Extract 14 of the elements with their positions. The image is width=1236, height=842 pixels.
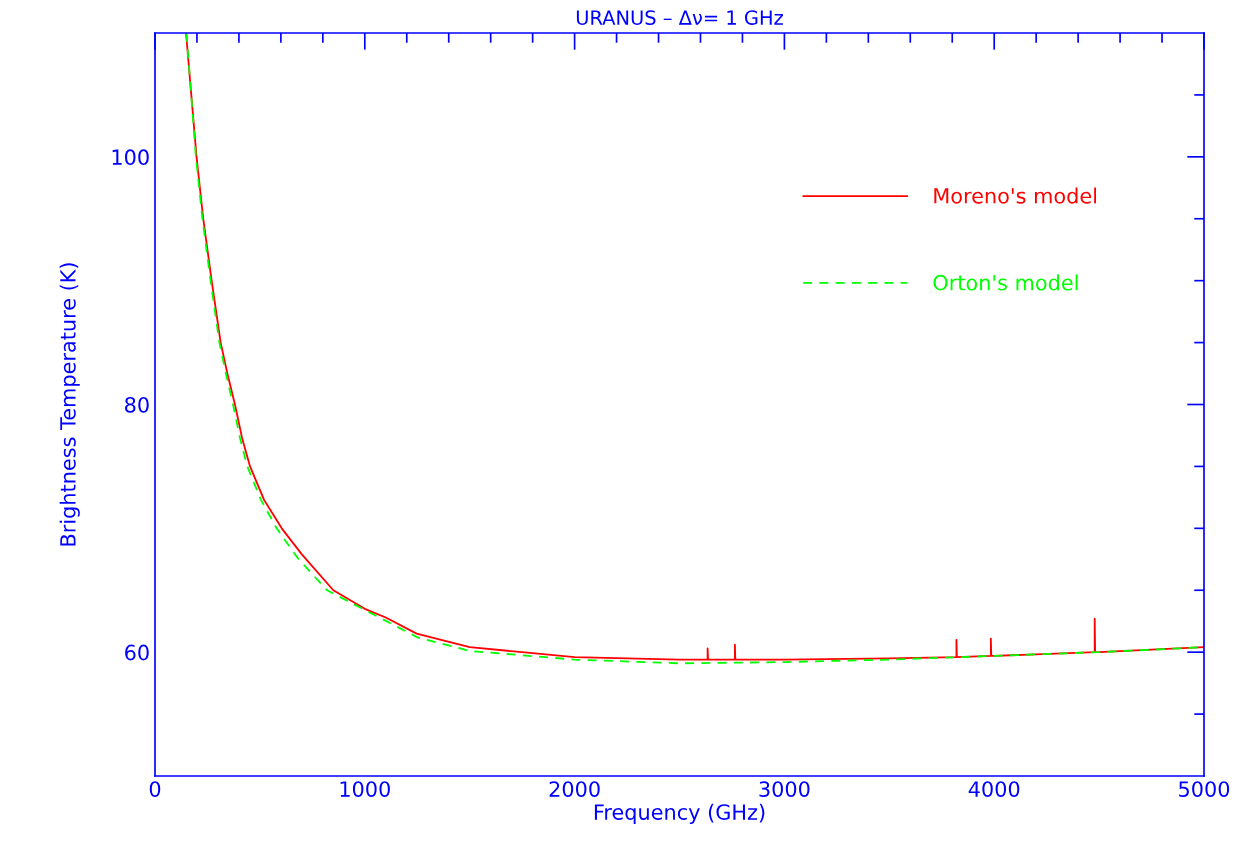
x-tick-label: 3000 [759, 781, 810, 797]
x-tick-label: 5000 [1179, 781, 1230, 797]
y-tick-label: 60 [125, 644, 149, 661]
y-tick-label: 100 [112, 149, 149, 166]
x-tick-label: 2000 [549, 781, 600, 797]
chart-title: URANUS – Δν= 1 GHz [576, 10, 783, 25]
x-tick-label: 0 [149, 781, 161, 797]
text: Orton's model [933, 274, 1078, 291]
x-tick-label: 4000 [968, 781, 1020, 797]
text: Moreno's model [934, 187, 1097, 204]
x-tick-label: 1000 [340, 781, 390, 797]
x-axis-title: Frequency (GHz) [594, 803, 765, 824]
y-axis-title: Brightness Temperature (K) [59, 263, 80, 546]
y-tick-label: 80 [125, 396, 149, 413]
